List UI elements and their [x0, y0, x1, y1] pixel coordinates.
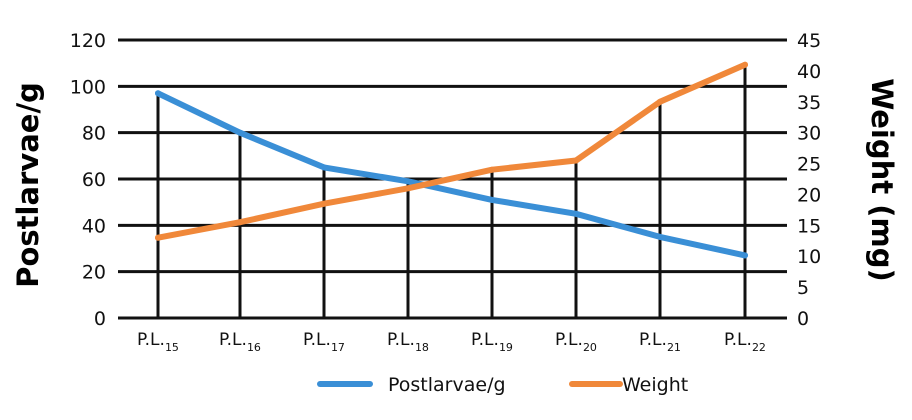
data-point-postlarvae-g [573, 210, 579, 217]
category-label: P.L.22 [724, 330, 766, 354]
data-point-weight [405, 185, 411, 192]
series-line-postlarvae-g [155, 90, 748, 259]
data-point-postlarvae-g [321, 164, 327, 171]
left-tick-label: 60 [82, 169, 106, 191]
series-lines [155, 61, 748, 259]
data-point-postlarvae-g [405, 178, 411, 185]
right-tick-label: 45 [797, 30, 821, 52]
category-label: P.L.19 [471, 330, 513, 354]
left-tick-label: 100 [70, 76, 106, 98]
left-tick-label: 20 [82, 262, 106, 284]
data-point-postlarvae-g [237, 129, 243, 136]
legend: Postlarvae/g Weight [317, 374, 688, 396]
data-point-weight [742, 61, 748, 68]
series-line-weight [155, 61, 748, 241]
right-tick-label: 30 [797, 123, 821, 145]
right-axis-ticks: 0 5 10 15 20 25 30 35 40 45 [797, 30, 821, 330]
data-point-weight [573, 157, 579, 164]
left-tick-label: 120 [70, 30, 106, 52]
legend-label-postlarvae: Postlarvae/g [388, 374, 506, 396]
right-tick-label: 25 [797, 154, 821, 176]
right-tick-label: 10 [797, 246, 821, 268]
left-axis-title: Postlarvae/g [11, 82, 45, 288]
right-tick-label: 35 [797, 92, 821, 114]
right-tick-label: 40 [797, 61, 821, 83]
category-label: P.L.16 [219, 330, 261, 354]
right-tick-label: 5 [797, 277, 809, 299]
category-label: P.L.21 [639, 330, 681, 354]
data-point-weight [657, 98, 663, 105]
category-drop-lines [156, 64, 747, 318]
data-point-weight [321, 200, 327, 207]
category-label: P.L.18 [387, 330, 429, 354]
data-point-weight [489, 166, 495, 173]
category-label: P.L.15 [137, 330, 179, 354]
right-tick-label: 15 [797, 215, 821, 237]
left-tick-label: 0 [94, 308, 106, 330]
legend-label-weight: Weight [622, 374, 688, 396]
left-axis-ticks: 0 20 40 60 80 100 120 [70, 30, 106, 330]
right-tick-label: 0 [797, 308, 809, 330]
category-label: P.L.17 [303, 330, 345, 354]
data-point-weight [155, 234, 161, 241]
left-tick-label: 80 [82, 123, 106, 145]
category-label: P.L.20 [555, 330, 597, 354]
right-axis-title: Weight (mg) [865, 78, 899, 281]
right-tick-label: 20 [797, 184, 821, 206]
category-labels: P.L.15 P.L.16 P.L.17 P.L.18 P.L.19 P.L.20 P.L.… [137, 330, 766, 354]
data-point-postlarvae-g [657, 233, 663, 240]
data-point-weight [237, 219, 243, 226]
left-tick-label: 40 [82, 215, 106, 237]
data-point-postlarvae-g [489, 196, 495, 203]
data-point-postlarvae-g [155, 90, 161, 97]
data-point-postlarvae-g [742, 252, 748, 259]
